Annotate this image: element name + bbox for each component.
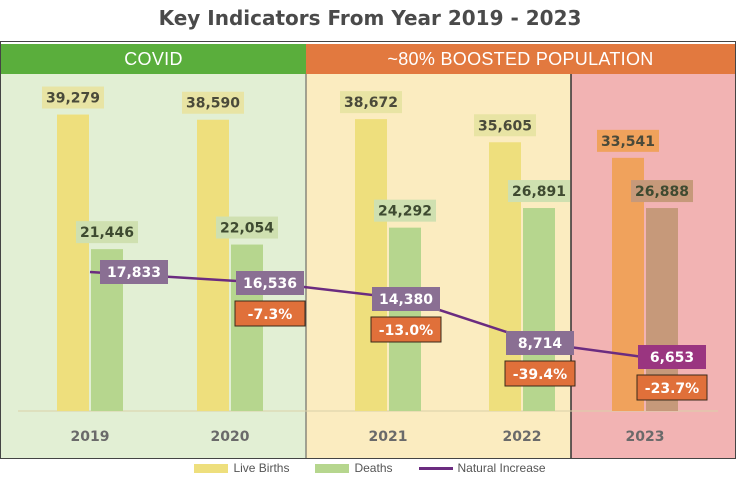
data-label-box-live-births-2023 — [597, 129, 659, 152]
data-label-box-natural-increase-2022 — [506, 331, 574, 355]
chart-frame — [0, 41, 736, 459]
data-label-deaths-2019: 21,446 — [80, 225, 134, 241]
data-label-live-births-2022: 35,605 — [478, 118, 532, 134]
data-label-box-deaths-2021 — [374, 199, 436, 222]
data-label-natural-increase-2019: 17,833 — [107, 265, 161, 281]
bar-live-births-2021 — [355, 119, 387, 412]
data-label-box-natural-increase-2021 — [372, 287, 440, 311]
x-tick-label-2022: 2022 — [503, 429, 542, 445]
legend-item-natural-increase: Natural Increase — [418, 461, 546, 475]
x-tick-label-2019: 2019 — [71, 429, 110, 445]
data-label-box-deaths-2020 — [216, 216, 278, 239]
x-tick-label-2020: 2020 — [211, 429, 250, 445]
change-label-box-2020 — [234, 300, 306, 327]
data-label-box-natural-increase-2023 — [638, 345, 706, 369]
change-label-box-2021 — [370, 316, 442, 343]
data-label-box-live-births-2019 — [42, 86, 104, 109]
chart-title: Key Indicators From Year 2019 - 2023 — [158, 6, 582, 30]
bar-live-births-2019 — [57, 114, 89, 411]
data-label-box-live-births-2020 — [182, 91, 244, 114]
data-label-natural-increase-2020: 16,536 — [243, 276, 297, 292]
data-label-box-deaths-2022 — [508, 180, 570, 203]
data-label-box-live-births-2021 — [340, 91, 402, 114]
x-tick-label-2021: 2021 — [369, 429, 408, 445]
change-label-box-2023 — [636, 374, 708, 401]
legend-item-live-births: Live Births — [194, 461, 289, 475]
data-label-box-deaths-2019 — [76, 221, 138, 244]
data-label-deaths-2021: 24,292 — [378, 204, 432, 220]
legend-label-natural-increase: Natural Increase — [457, 461, 546, 475]
band-header-boosted: ~80% BOOSTED POPULATION — [306, 44, 735, 74]
legend-swatch-natural-increase — [418, 466, 453, 470]
data-label-live-births-2021: 38,672 — [344, 95, 398, 111]
data-label-box-natural-increase-2020 — [236, 271, 304, 295]
data-label-natural-increase-2021: 14,380 — [379, 292, 433, 308]
x-tick-label-2023: 2023 — [626, 429, 665, 445]
legend-swatch-live-births — [194, 463, 229, 473]
data-label-deaths-2020: 22,054 — [220, 221, 274, 237]
legend-label-deaths: Deaths — [354, 461, 393, 475]
change-label-2020: -7.3% — [248, 307, 293, 323]
data-label-deaths-2022: 26,891 — [512, 184, 566, 200]
legend: Live Births Deaths Natural Increase — [0, 458, 740, 478]
change-label-2022: -39.4% — [513, 367, 567, 383]
bar-live-births-2020 — [197, 119, 229, 412]
data-label-deaths-2023: 26,888 — [635, 184, 689, 200]
data-label-box-deaths-2023 — [631, 180, 693, 203]
legend-swatch-deaths — [315, 463, 350, 473]
change-label-box-2022 — [504, 360, 576, 387]
change-label-2021: -13.0% — [379, 323, 433, 339]
legend-item-deaths: Deaths — [315, 461, 393, 475]
data-label-natural-increase-2022: 8,714 — [518, 336, 563, 352]
data-label-live-births-2023: 33,541 — [601, 134, 655, 150]
band-header-covid: COVID — [1, 44, 306, 74]
legend-label-live-births: Live Births — [233, 461, 290, 475]
data-label-live-births-2019: 39,279 — [46, 91, 100, 107]
data-label-natural-increase-2023: 6,653 — [650, 350, 694, 366]
change-label-2023: -23.7% — [645, 381, 699, 397]
data-label-box-live-births-2022 — [474, 114, 536, 137]
data-label-live-births-2020: 38,590 — [186, 96, 240, 112]
data-label-box-natural-increase-2019 — [100, 260, 168, 284]
